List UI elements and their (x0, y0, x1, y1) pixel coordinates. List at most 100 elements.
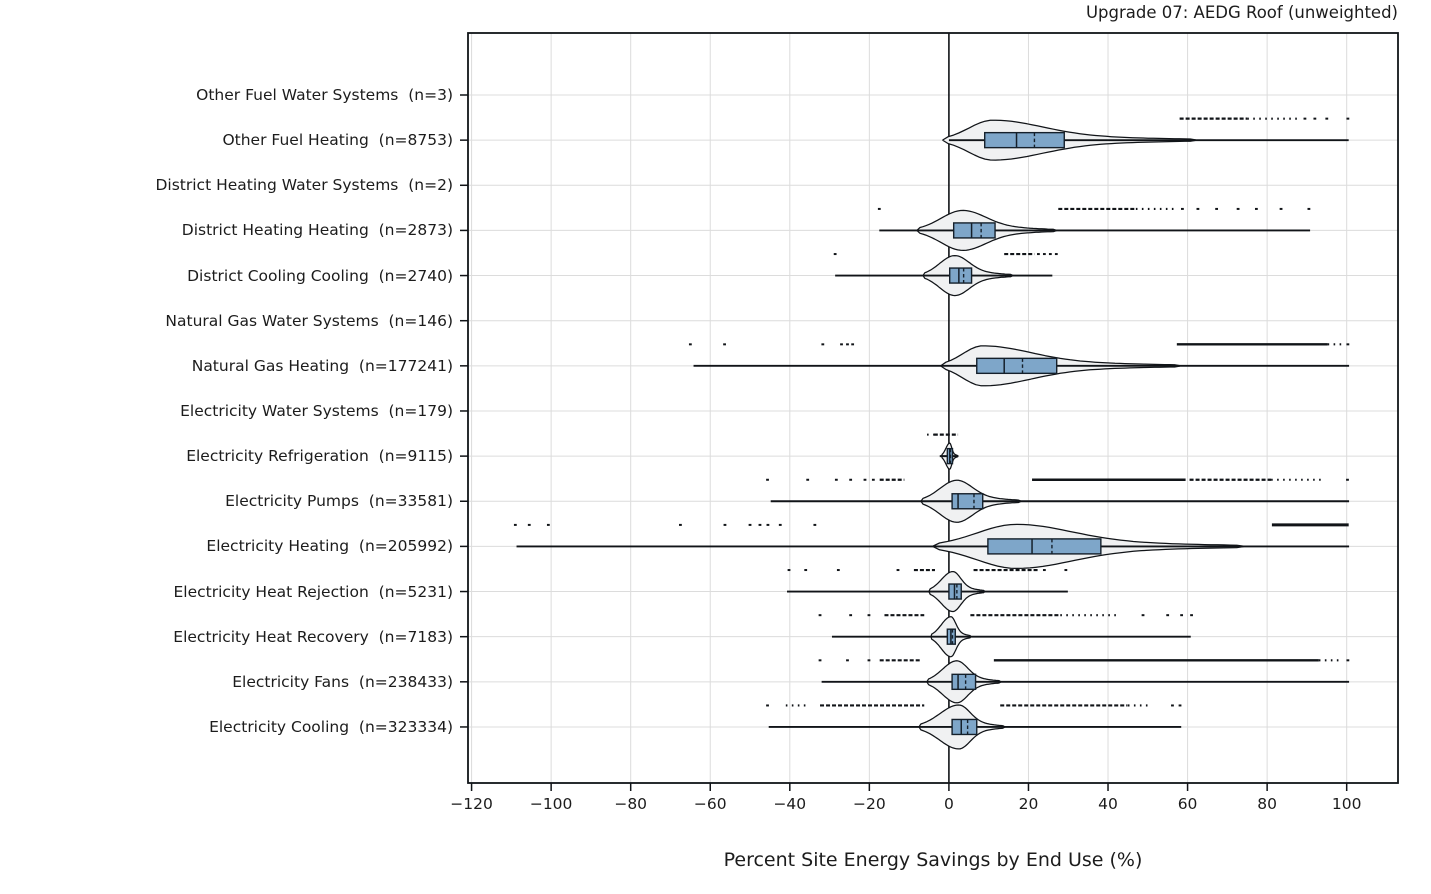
row-electricity-pumps (766, 478, 1350, 523)
outlier-point (1346, 478, 1349, 481)
chart-title: Upgrade 07: AEDG Roof (unweighted) (1085, 3, 1398, 22)
row-electricity-heating (513, 523, 1350, 570)
outlier-point (836, 569, 840, 572)
x-tick-label: −20 (852, 795, 886, 813)
category-label-electricity-pumps: Electricity Pumps (n=33581) (225, 492, 453, 511)
outlier-point (1279, 207, 1283, 210)
outlier-point (851, 343, 855, 346)
outlier-point (1325, 117, 1329, 120)
outlier-point (806, 478, 810, 481)
x-tick-label: 0 (943, 795, 954, 813)
category-label-district-heating-heating: District Heating Heating (n=2873) (181, 221, 453, 240)
category-label-district-heating-water-systems: District Heating Water Systems (n=2) (155, 176, 453, 195)
x-tick-label: −120 (450, 795, 493, 813)
outlier-point (896, 569, 900, 572)
outlier-point (1166, 614, 1170, 617)
category-label-electricity-water-systems: Electricity Water Systems (n=179) (180, 401, 453, 420)
outlier-point (513, 523, 517, 526)
outlier-point (1196, 207, 1200, 210)
outlier-point (840, 343, 843, 346)
row-electricity-refrigeration (927, 433, 959, 470)
outlier-point (849, 478, 853, 481)
outlier-point (1178, 704, 1182, 707)
category-label-electricity-fans: Electricity Fans (n=238433) (232, 672, 453, 691)
outlier-point (821, 343, 825, 346)
row-electricity-heat-rejection (787, 568, 1068, 613)
outlier-point (1042, 569, 1046, 572)
outlier-point (871, 478, 875, 481)
category-label-electricity-heat-rejection: Electricity Heat Rejection (n=5231) (173, 582, 453, 601)
box (949, 267, 973, 284)
outlier-point (1346, 659, 1350, 662)
outlier-point (748, 523, 752, 526)
outlier-point (1346, 343, 1350, 346)
x-tick-label: 60 (1177, 795, 1198, 813)
x-tick-label: −40 (773, 795, 807, 813)
box (987, 538, 1102, 555)
outlier-point (846, 343, 849, 346)
outlier-point (833, 253, 837, 256)
outlier-point (527, 523, 531, 526)
outlier-point (867, 659, 871, 662)
row-district-heating-heating (877, 207, 1311, 252)
outlier-point (1171, 704, 1174, 707)
category-label-other-fuel-heating: Other Fuel Heating (n=8753) (222, 131, 453, 150)
category-label-electricity-heat-recovery: Electricity Heat Recovery (n=7183) (173, 627, 453, 646)
outlier-point (723, 523, 727, 526)
x-tick-label: −80 (614, 795, 648, 813)
outlier-point (846, 659, 849, 662)
outlier-point (723, 343, 726, 346)
category-label-electricity-heating: Electricity Heating (n=205992) (206, 537, 453, 556)
tick-marks (460, 94, 1348, 791)
outlier-point (1180, 614, 1184, 617)
x-tick-label: −100 (529, 795, 573, 813)
outlier-point (818, 659, 822, 662)
outlier-point (1064, 569, 1068, 572)
box (951, 718, 978, 736)
outlier-point (849, 614, 853, 617)
category-label-electricity-cooling: Electricity Cooling (n=323334) (209, 717, 453, 736)
outlier-point (1181, 207, 1184, 210)
outlier-point (766, 704, 769, 707)
outlier-point (758, 523, 762, 526)
outlier-point (766, 478, 769, 481)
outlier-point (1236, 207, 1240, 210)
outlier-point (766, 523, 770, 526)
outlier-point (1037, 253, 1040, 256)
x-tick-label: 80 (1257, 795, 1277, 813)
x-tick-label: 20 (1018, 795, 1039, 813)
outlier-point (679, 523, 682, 526)
outlier-point (877, 207, 881, 210)
outlier-point (778, 523, 782, 526)
outlier-point (546, 523, 550, 526)
outlier-point (1141, 614, 1145, 617)
outlier-point (1303, 117, 1307, 120)
box (951, 673, 977, 691)
plot-frame (467, 32, 1399, 784)
outlier-point (1054, 253, 1058, 256)
row-district-cooling-cooling (833, 252, 1058, 297)
row-other-fuel-heating (942, 117, 1350, 161)
outlier-point (1346, 117, 1350, 120)
outlier-point (834, 478, 838, 481)
outlier-point (1254, 207, 1258, 210)
gridlines (468, 33, 1398, 783)
outlier-point (813, 523, 817, 526)
outlier-point (688, 343, 692, 346)
category-label-other-fuel-water-systems: Other Fuel Water Systems (n=3) (196, 86, 453, 104)
category-label-district-cooling-cooling: District Cooling Cooling (n=2740) (187, 266, 453, 285)
x-tick-label: 100 (1331, 795, 1362, 813)
outlier-point (1215, 207, 1219, 210)
box (951, 493, 984, 510)
outlier-point (867, 614, 871, 617)
outlier-point (1042, 253, 1046, 256)
box (952, 222, 996, 239)
outlier-point (804, 569, 808, 572)
category-label-electricity-refrigeration: Electricity Refrigeration (n=9115) (186, 447, 453, 466)
x-axis-label: Percent Site Energy Savings by End Use (… (723, 849, 1143, 871)
row-electricity-heat-recovery (818, 614, 1193, 658)
row-electricity-fans (818, 659, 1350, 704)
row-natural-gas-heating (688, 343, 1350, 387)
